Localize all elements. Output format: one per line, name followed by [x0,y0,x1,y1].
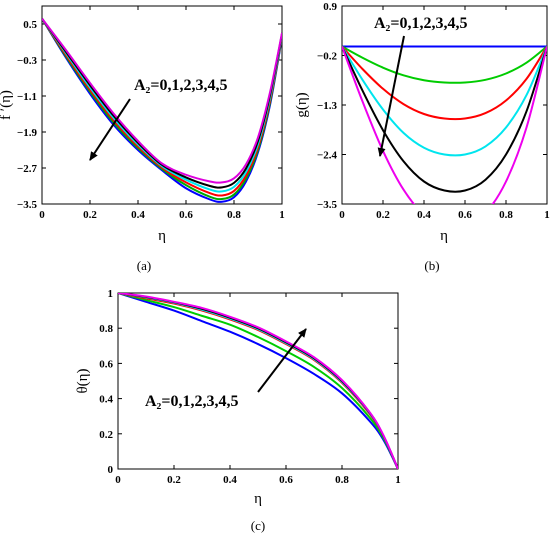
series-line-5 [42,17,282,184]
x-tick-label: 1 [395,474,401,486]
y-tick-label: −2.4 [317,150,338,162]
x-tick-label: 0.2 [376,209,390,221]
tick-labels: 0 0.2 0.4 0.6 0.8 1 0.9 −0.2 −1.3 −2.4 −3.5 [317,1,550,221]
y-tick-label: −0.3 [17,55,38,67]
series-line-4 [42,18,282,189]
series-line-5 [118,293,398,469]
x-tick-label: 0.8 [335,474,349,486]
x-axis-label: η [158,228,166,244]
x-tick-label: 0.6 [279,474,293,486]
series-line-1 [118,293,398,469]
x-tick-label: 0.4 [417,209,431,221]
plot-frame [117,292,399,470]
y-tick-label: −2.7 [17,163,38,175]
annotation-arrow [89,98,131,161]
annotation-arrow [257,328,307,393]
y-axis-label: g(η) [294,92,310,117]
x-tick-label: 0.6 [179,209,193,221]
y-tick-label: 0.4 [99,394,113,406]
x-tick-label: 0.8 [227,209,241,221]
panel-caption: (c) [251,518,265,533]
y-axis-label: θ(η) [75,368,91,393]
x-tick-label: 1 [279,209,285,221]
x-tick-label: 0 [115,474,121,486]
series-layer [42,17,282,203]
x-axis-label: η [440,228,448,244]
series-line-3 [42,18,282,193]
x-tick-label: 0.8 [499,209,513,221]
tick-labels: 0 0.2 0.4 0.6 0.8 1 1 0.8 0.6 0.4 0.2 0 [99,288,401,486]
annotation-arrow [377,35,405,157]
y-tick-label: −1.9 [17,127,38,139]
y-tick-label: 0.5 [23,19,37,31]
y-tick-label: 0.9 [323,1,337,13]
annotation-label: A₂=0,1,2,3,4,5 [134,77,227,94]
y-axis-label: f ′(η) [0,90,14,120]
series-line-2 [342,45,547,121]
y-tick-label: 0.6 [99,358,113,370]
tick-labels: 0 0.2 0.4 0.6 0.8 1 0.5 −0.3 −1.1 −1.9 −2.7 −3.5 [17,19,285,221]
annotation-label: A₂=0,1,2,3,4,5 [374,15,467,32]
series-line-4 [342,46,547,193]
y-tick-label: 0.2 [99,429,113,441]
y-tick-label: −1.1 [17,91,37,103]
panel-c: 0 0.2 0.4 0.6 0.8 110.80.60.40.20 η θ(η) (c) … [75,288,401,533]
x-tick-label: 0 [39,209,45,221]
series-line-5 [342,46,547,204]
panel-caption: (b) [424,258,439,273]
panel-a: 0 0.2 0.4 0.6 0.8 10.5−0.3−1.1−1.9−2.7−3.5 η … [0,5,285,273]
x-tick-label: 0.4 [223,474,237,486]
series-layer [118,293,398,469]
series-line-0 [118,293,398,469]
y-tick-label: −3.5 [17,199,38,211]
ticks [41,6,283,205]
panel-caption: (a) [137,258,151,273]
plot-frame [341,5,548,205]
x-tick-label: 0.6 [458,209,472,221]
x-axis-label: η [254,491,262,507]
y-tick-label: −3.5 [317,199,338,211]
series-layer [342,45,547,204]
x-tick-label: 0.2 [167,474,181,486]
x-tick-label: 0.2 [83,209,97,221]
panel-b: 0 0.2 0.4 0.6 0.8 1 0.9 −0.2 −1.3 −2.4 −3.5 η g(η)… [294,1,550,273]
y-tick-label: 0 [108,464,114,476]
y-tick-label: 0.8 [99,323,113,335]
x-tick-label: 1 [544,209,550,221]
series-line-1 [342,45,547,84]
y-tick-label: −0.2 [317,51,338,63]
x-tick-label: 0 [339,209,345,221]
series-line-3 [342,45,547,157]
annotation-label: A₂=0,1,2,3,4,5 [145,393,238,410]
y-tick-label: −1.3 [317,100,338,112]
y-tick-label: 1 [108,288,114,300]
x-tick-label: 0.4 [131,209,145,221]
